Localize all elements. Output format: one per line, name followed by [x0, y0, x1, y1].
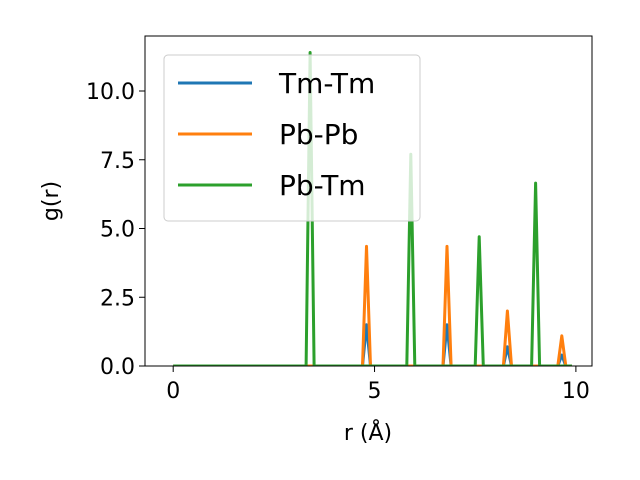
x-tick-label: 5	[368, 379, 382, 404]
x-axis: 0 5 10	[166, 366, 590, 404]
legend-label-pb-tm: Pb-Tm	[279, 169, 366, 202]
y-tick-label: 0.0	[100, 355, 135, 380]
y-tick-label: 7.5	[100, 149, 135, 174]
x-tick-label: 0	[166, 379, 180, 404]
x-axis-title: r (Å)	[344, 419, 392, 446]
legend-box	[163, 54, 421, 222]
y-tick-label: 10.0	[86, 80, 135, 105]
x-tick-label: 10	[562, 379, 590, 404]
y-axis-title: g(r)	[39, 181, 64, 221]
series-line-pb-pb	[173, 244, 572, 366]
legend: Tm-Tm Pb-Pb Pb-Tm	[163, 54, 421, 222]
y-axis: 0.0 2.5 5.0 7.5 10.0	[86, 80, 145, 380]
legend-label-pb-pb: Pb-Pb	[279, 118, 358, 151]
y-tick-label: 5.0	[100, 218, 135, 243]
plot-frame	[144, 35, 593, 367]
y-tick-label: 2.5	[100, 286, 135, 311]
legend-label-tm-tm: Tm-Tm	[278, 67, 375, 100]
series-line-tm-tm	[173, 323, 572, 366]
